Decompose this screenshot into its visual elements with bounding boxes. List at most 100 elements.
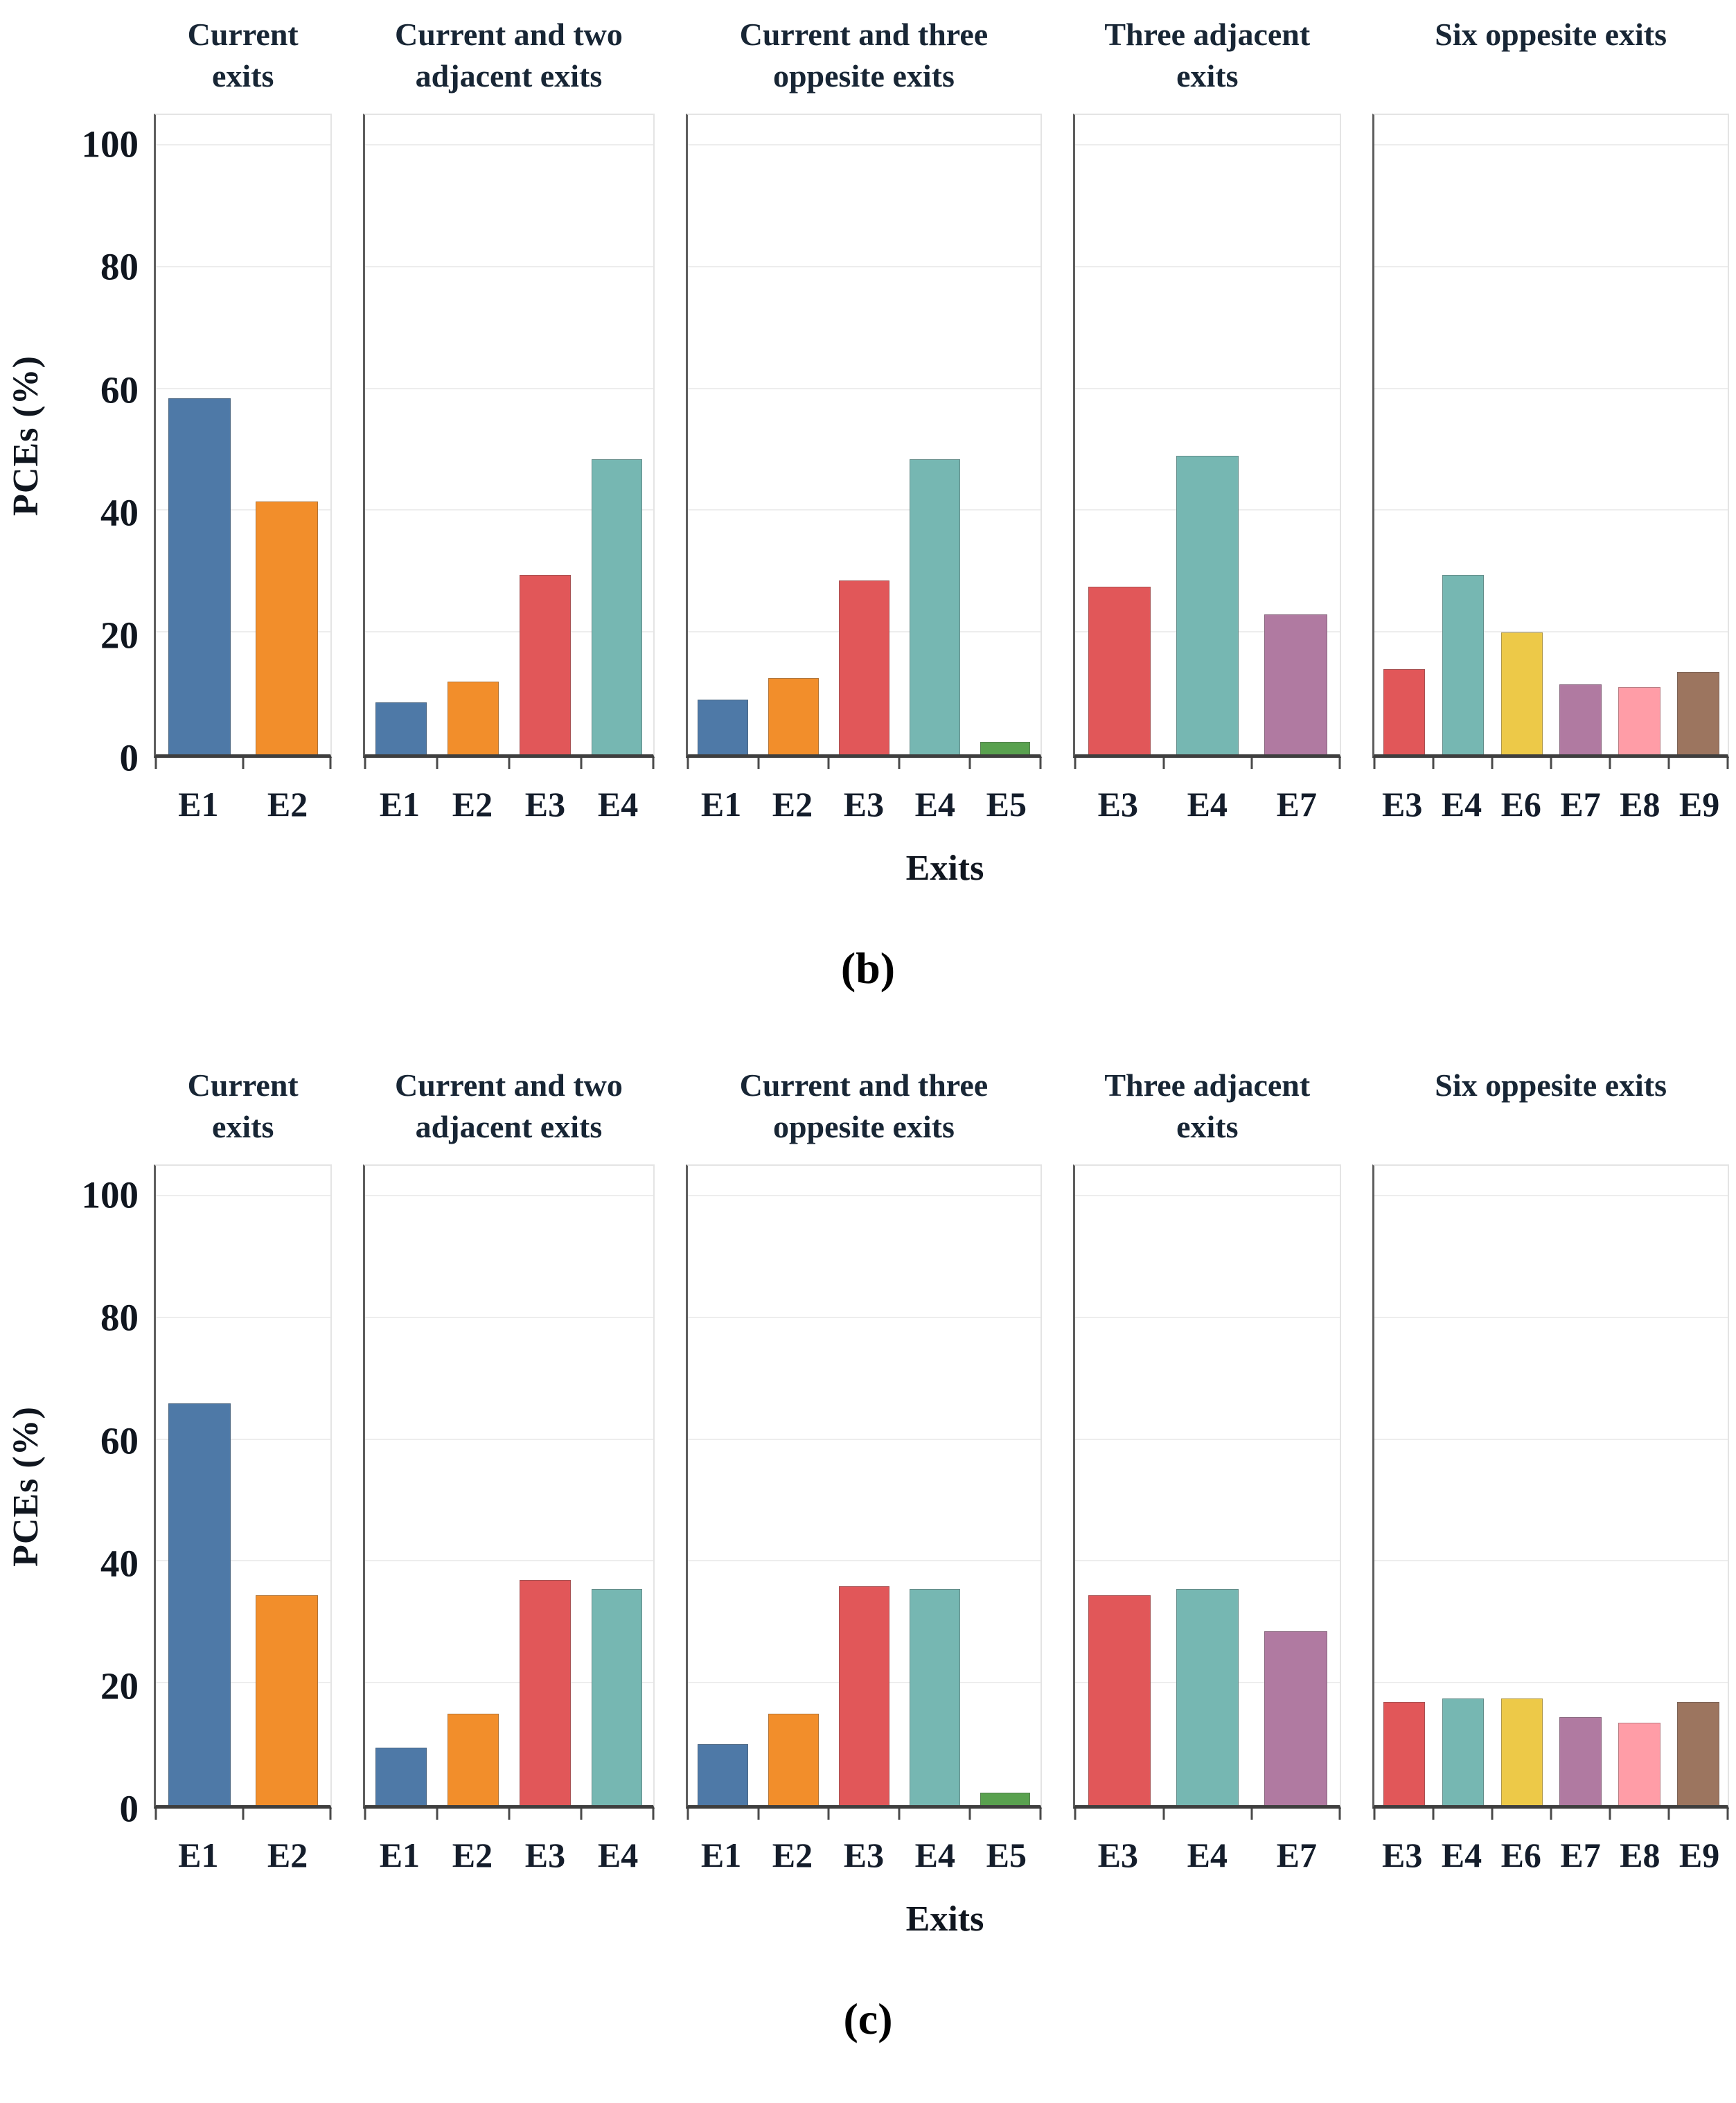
bar-E2 — [256, 502, 319, 754]
plot-area — [685, 114, 1043, 769]
gridline-100 — [365, 1194, 653, 1196]
bar-E4 — [591, 1588, 643, 1805]
bar-E6 — [1500, 1698, 1543, 1805]
x-axis-tick — [1373, 1809, 1376, 1820]
bar-E2 — [256, 1595, 319, 1805]
gridline-80 — [687, 265, 1041, 267]
x-axis-tick — [1250, 758, 1253, 769]
x-tick-label-E4: E4 — [597, 1836, 639, 1874]
panel-5: Six oppesite exits E3 E4 E6 E7 E8 E9 — [1372, 1061, 1729, 1872]
panel-title: Three adjacent exits — [1104, 17, 1311, 94]
y-tick-0: 0 — [119, 1787, 139, 1830]
bar-E3 — [839, 580, 889, 754]
figure-caption-b: (b) — [840, 943, 896, 993]
gridline-60 — [1075, 387, 1340, 389]
bar-E3 — [1383, 1701, 1425, 1805]
x-tick-label-E3: E3 — [843, 1836, 885, 1874]
x-tick-labels: E1 E2 — [154, 758, 332, 822]
plot-area — [154, 1164, 333, 1820]
bar-E2 — [768, 1714, 819, 1805]
panel-2: Current and two adjacent exits E1 E2 E3 E4 — [363, 1061, 655, 1874]
y-tick-20: 20 — [100, 614, 139, 657]
gridline-80 — [687, 1316, 1041, 1318]
bar-E1 — [168, 398, 231, 754]
x-axis-tick — [757, 1809, 759, 1820]
bar-E3 — [839, 1586, 889, 1805]
panel-title: Current and two adjacent exits — [395, 17, 623, 94]
x-axis-tick — [687, 1809, 689, 1820]
x-axis-tick — [1162, 758, 1165, 769]
gridline-40 — [156, 1560, 331, 1562]
x-tick-labels: E3 E4 E6 E7 E8 E9 — [1372, 1809, 1729, 1872]
y-tick-80: 80 — [100, 245, 139, 288]
x-tick-label-E2: E2 — [267, 785, 308, 824]
panel-4: Three adjacent exits E3 E4 E7 — [1073, 10, 1342, 824]
x-axis-tick — [652, 1809, 655, 1820]
bar-E4 — [910, 1588, 960, 1805]
bar-E2 — [768, 678, 819, 754]
bar-E3 — [520, 574, 571, 754]
x-tick-label-E9: E9 — [1679, 1836, 1720, 1874]
panel-1: Current exits E1 E2 — [154, 10, 333, 822]
x-axis-tick — [1609, 758, 1611, 769]
bar-E1 — [698, 699, 748, 754]
gridline-40 — [687, 509, 1041, 511]
gridline-60 — [156, 1438, 331, 1440]
x-axis-tick — [1726, 758, 1729, 769]
plot-area — [363, 1164, 655, 1820]
chart-b-panels: Current exits E1 E2 Current and two adjacent … — [154, 10, 1729, 822]
x-tick-label-E7: E7 — [1276, 785, 1317, 824]
chart-b: PCEs (%) 100 80 60 40 20 0 Current exits E1 E2 Cu… — [0, 10, 1736, 994]
gridline-100 — [687, 1194, 1041, 1196]
x-tick-label-E8: E8 — [1620, 785, 1660, 824]
panel-title: Six oppesite exits — [1435, 17, 1667, 52]
x-tick-label-E2: E2 — [772, 785, 813, 824]
gridline-100 — [1075, 143, 1340, 145]
bar-E1 — [168, 1403, 231, 1805]
x-tick-label-E4: E4 — [597, 785, 639, 824]
plot-area — [1073, 1164, 1342, 1820]
gridline-80 — [365, 1316, 653, 1318]
y-axis-label: PCEs (%) — [6, 355, 46, 516]
gridline-100 — [156, 1194, 331, 1196]
panel-title: Current and two adjacent exits — [395, 1067, 623, 1144]
x-axis-tick — [242, 1809, 245, 1820]
panel-3: Current and three oppesite exits E1 E2 E3 E4 E… — [685, 10, 1043, 824]
x-tick-labels: E1 E2 — [154, 1809, 332, 1872]
x-axis-tick — [1667, 1809, 1670, 1820]
bar-E9 — [1677, 672, 1719, 754]
gridline-60 — [1374, 387, 1728, 389]
panel-3: Current and three oppesite exits E1 E2 E3 E4 E… — [685, 1061, 1043, 1874]
bar-E2 — [448, 681, 499, 754]
gridline-100 — [1374, 1194, 1728, 1196]
bar-E2 — [448, 1714, 499, 1805]
x-axis-tick — [1609, 1809, 1611, 1820]
x-tick-label-E4: E4 — [1441, 1836, 1482, 1874]
x-tick-label-E5: E5 — [986, 1836, 1027, 1874]
x-axis-tick — [827, 1809, 830, 1820]
gridline-20 — [1374, 1682, 1728, 1684]
x-tick-label-E4: E4 — [914, 785, 956, 824]
bar-E4 — [1442, 574, 1484, 754]
gridline-80 — [1374, 1316, 1728, 1318]
gridline-60 — [156, 387, 331, 389]
x-axis-tick — [1039, 1809, 1042, 1820]
x-tick-label-E3: E3 — [1097, 785, 1138, 824]
x-tick-label-E2: E2 — [452, 785, 493, 824]
x-axis-tick — [364, 1809, 366, 1820]
x-tick-label-E3: E3 — [1097, 1836, 1138, 1874]
chart-c: PCEs (%) 100 80 60 40 20 0 Current exits E1 E2 Cu… — [0, 1061, 1736, 2045]
gridline-20 — [156, 1682, 331, 1684]
gridline-100 — [1075, 1194, 1340, 1196]
bar-E1 — [375, 702, 427, 754]
bar-E4 — [1176, 1588, 1239, 1805]
x-tick-label-E4: E4 — [914, 1836, 956, 1874]
gridline-60 — [365, 1438, 653, 1440]
y-tick-100: 100 — [81, 123, 139, 166]
gridline-40 — [365, 1560, 653, 1562]
x-tick-label-E1: E1 — [379, 785, 420, 824]
x-tick-labels: E3 E4 E6 E7 E8 E9 — [1372, 758, 1729, 822]
y-tick-100: 100 — [81, 1173, 139, 1216]
plot-area — [1372, 114, 1729, 769]
x-axis-tick — [1074, 758, 1077, 769]
